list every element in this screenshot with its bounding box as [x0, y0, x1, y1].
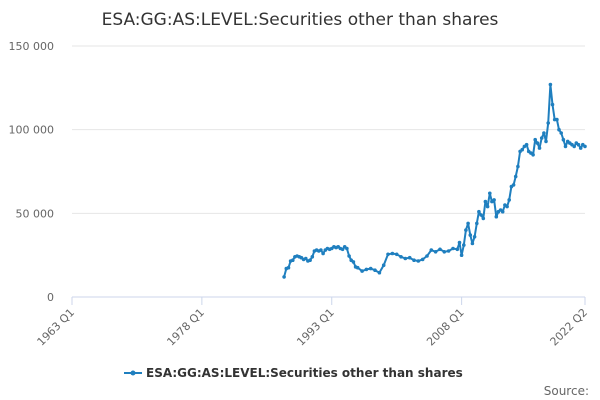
- data-point[interactable]: [572, 144, 576, 149]
- data-point[interactable]: [494, 214, 499, 219]
- data-point[interactable]: [563, 144, 568, 149]
- data-point[interactable]: [345, 246, 349, 251]
- data-point[interactable]: [511, 183, 516, 187]
- data-point[interactable]: [373, 268, 377, 273]
- data-point[interactable]: [535, 141, 540, 145]
- data-point[interactable]: [462, 243, 466, 247]
- x-tick-label: 1963 Q1: [35, 306, 78, 349]
- data-point[interactable]: [537, 146, 542, 150]
- gridlines: [72, 45, 585, 214]
- data-point[interactable]: [291, 258, 295, 263]
- data-point[interactable]: [321, 251, 325, 256]
- data-point[interactable]: [477, 209, 481, 214]
- data-point[interactable]: [394, 252, 399, 257]
- data-point[interactable]: [583, 144, 587, 149]
- data-point[interactable]: [368, 266, 373, 271]
- x-tick-label: 1978 Q1: [164, 306, 207, 349]
- data-point[interactable]: [351, 260, 356, 264]
- data-point[interactable]: [520, 147, 524, 152]
- data-point[interactable]: [488, 191, 492, 196]
- data-point[interactable]: [561, 137, 566, 142]
- data-point[interactable]: [466, 221, 470, 226]
- data-point[interactable]: [468, 233, 473, 237]
- data-point[interactable]: [420, 257, 425, 262]
- legend[interactable]: ESA:GG:AS:LEVEL:Securities other than sh…: [124, 366, 463, 380]
- legend-label: ESA:GG:AS:LEVEL:Securities other than sh…: [146, 366, 463, 380]
- data-point[interactable]: [457, 240, 462, 245]
- data-point[interactable]: [451, 246, 455, 251]
- data-point[interactable]: [548, 82, 553, 87]
- data-point[interactable]: [539, 136, 544, 140]
- data-point[interactable]: [286, 265, 291, 270]
- data-point[interactable]: [347, 254, 351, 258]
- series-layer: [282, 82, 587, 279]
- data-point[interactable]: [455, 247, 460, 252]
- y-tick-label: 100 000: [9, 124, 55, 137]
- data-point[interactable]: [403, 256, 408, 261]
- data-point[interactable]: [507, 198, 512, 202]
- data-point[interactable]: [472, 235, 477, 239]
- data-point[interactable]: [416, 259, 421, 263]
- data-point[interactable]: [364, 267, 369, 272]
- data-point[interactable]: [481, 216, 486, 221]
- data-point[interactable]: [576, 142, 581, 147]
- data-point[interactable]: [390, 251, 395, 256]
- data-point[interactable]: [407, 255, 412, 260]
- x-tick-label: 2008 Q1: [424, 306, 467, 349]
- data-point[interactable]: [412, 258, 416, 263]
- data-point[interactable]: [310, 254, 315, 259]
- data-point[interactable]: [438, 247, 442, 252]
- data-point[interactable]: [544, 139, 548, 144]
- data-point[interactable]: [386, 252, 390, 257]
- x-tick-label: 1993 Q1: [294, 306, 337, 349]
- data-point[interactable]: [304, 256, 308, 261]
- data-point[interactable]: [550, 102, 555, 107]
- legend-point-marker: [130, 370, 136, 376]
- data-point[interactable]: [542, 131, 546, 135]
- data-point[interactable]: [513, 174, 518, 179]
- data-point[interactable]: [340, 247, 345, 252]
- data-point[interactable]: [492, 198, 496, 202]
- y-tick-label: 50 000: [16, 207, 55, 220]
- data-point[interactable]: [531, 153, 535, 157]
- data-point[interactable]: [485, 204, 490, 209]
- data-point[interactable]: [533, 137, 537, 142]
- data-point[interactable]: [555, 117, 559, 122]
- data-point[interactable]: [377, 270, 382, 275]
- data-point[interactable]: [308, 258, 312, 263]
- data-point[interactable]: [524, 142, 529, 147]
- data-point[interactable]: [470, 241, 475, 246]
- data-point[interactable]: [500, 209, 505, 214]
- data-point[interactable]: [559, 131, 563, 135]
- data-point[interactable]: [429, 248, 434, 252]
- data-point[interactable]: [557, 127, 561, 132]
- data-point[interactable]: [446, 249, 451, 253]
- data-point[interactable]: [282, 275, 286, 279]
- chart-title: ESA:GG:AS:LEVEL:Securities other than sh…: [102, 10, 499, 30]
- x-tick-label: 2022 Q2: [548, 306, 591, 349]
- data-point[interactable]: [578, 146, 583, 150]
- data-point[interactable]: [319, 248, 323, 252]
- data-point[interactable]: [399, 254, 403, 259]
- y-tick-label: 0: [47, 291, 54, 304]
- data-point[interactable]: [505, 204, 509, 209]
- data-point[interactable]: [355, 265, 360, 270]
- source-label: Source:: [544, 384, 589, 398]
- x-axis: 1963 Q1 1978 Q1 1993 Q1 2008 Q1 2022 Q2: [35, 296, 591, 349]
- data-point[interactable]: [442, 250, 447, 254]
- data-point[interactable]: [425, 254, 429, 258]
- data-point[interactable]: [360, 269, 364, 273]
- data-point[interactable]: [479, 213, 483, 217]
- y-tick-label: 150 000: [9, 40, 55, 53]
- data-point[interactable]: [459, 253, 464, 257]
- data-point[interactable]: [433, 250, 438, 254]
- data-point[interactable]: [464, 228, 468, 232]
- data-point[interactable]: [475, 221, 479, 226]
- y-axis-ticks: 0 50 000 100 000 150 000: [9, 40, 55, 304]
- data-point[interactable]: [381, 263, 386, 268]
- data-point[interactable]: [516, 164, 520, 169]
- data-point[interactable]: [546, 121, 550, 125]
- data-point[interactable]: [483, 199, 488, 204]
